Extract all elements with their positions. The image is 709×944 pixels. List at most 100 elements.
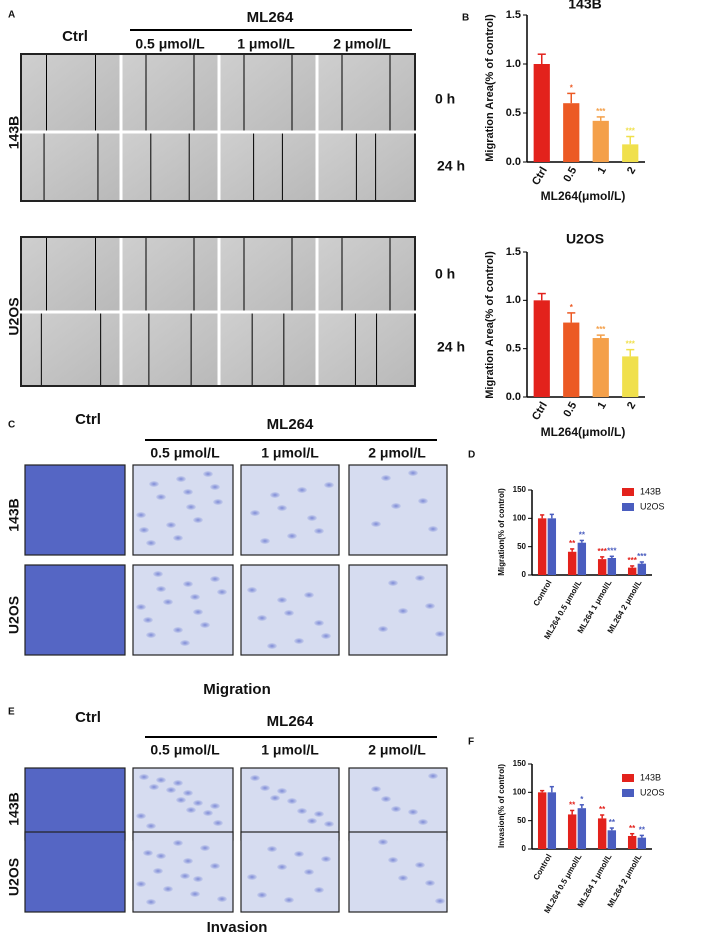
cell (200, 622, 210, 628)
cell (176, 476, 186, 482)
cell (257, 892, 267, 898)
group-label: ML264 (267, 713, 314, 730)
y-tick-label: 50 (517, 816, 526, 825)
bar (597, 559, 607, 575)
y-tick-label: 1.5 (506, 9, 521, 21)
cell (193, 876, 203, 882)
cell (324, 482, 334, 488)
significance: * (570, 84, 574, 93)
legend-label: U2OS (640, 501, 665, 511)
cell (388, 857, 398, 863)
cell (304, 592, 314, 598)
y-tick-label: 50 (517, 542, 526, 551)
scratch-image (318, 133, 414, 200)
legend-swatch (622, 488, 634, 496)
cell (267, 846, 277, 852)
column-label: 2 μmol/L (333, 36, 391, 52)
cell (143, 850, 153, 856)
y-tick-label: 1.5 (506, 246, 521, 258)
column-label: 1 μmol/L (261, 742, 319, 758)
bar (592, 120, 609, 162)
y-tick-label: 1.0 (506, 58, 521, 70)
cell (139, 527, 149, 533)
bar (563, 322, 580, 397)
cell (428, 526, 438, 532)
cell (186, 504, 196, 510)
cell (180, 873, 190, 879)
y-tick-label: 0 (522, 570, 527, 579)
row-label: 143B (6, 498, 22, 531)
bar (547, 792, 557, 849)
cell (371, 521, 381, 527)
stain-image (348, 564, 448, 656)
scratch-image (318, 55, 414, 131)
legend-swatch (622, 503, 634, 511)
scratch-image (122, 133, 218, 200)
time-label: 0 h (435, 91, 455, 107)
stain-image (240, 464, 340, 556)
cell (257, 615, 267, 621)
cell (176, 797, 186, 803)
stain-image (24, 564, 126, 656)
panel-label: A (8, 10, 15, 21)
cell (146, 632, 156, 638)
bar (533, 300, 550, 397)
cell (287, 798, 297, 804)
bar (563, 103, 580, 162)
cell (193, 800, 203, 806)
y-tick-label: 150 (513, 759, 527, 768)
stain-image (24, 767, 126, 841)
significance: *** (637, 552, 647, 561)
significance: ** (569, 539, 576, 548)
y-tick-label: 0.5 (506, 107, 521, 119)
cell (297, 808, 307, 814)
cell (398, 608, 408, 614)
cell (294, 638, 304, 644)
cell (304, 869, 314, 875)
y-axis-label: Invasion(% of control) (497, 764, 506, 848)
cell (139, 774, 149, 780)
cell (146, 540, 156, 546)
x-tick-label: 2 (625, 165, 638, 176)
bar (537, 792, 547, 849)
cell (321, 633, 331, 639)
significance: *** (626, 127, 636, 136)
bar (622, 144, 639, 162)
bar (592, 338, 609, 397)
panel-label: C (8, 420, 15, 431)
bar (627, 567, 637, 575)
significance: *** (607, 546, 617, 555)
cell (408, 809, 418, 815)
y-tick-label: 150 (513, 485, 527, 494)
cell (183, 858, 193, 864)
significance: ** (569, 801, 576, 810)
stain-image (348, 464, 448, 556)
cell (381, 475, 391, 481)
cell (270, 492, 280, 498)
bar (567, 814, 577, 849)
cell (250, 510, 260, 516)
cell (149, 784, 159, 790)
cell (391, 806, 401, 812)
row-label: 143B (6, 116, 22, 149)
cell (324, 821, 334, 827)
x-tick-label: 0.5 (561, 400, 579, 419)
y-tick-label: 100 (513, 513, 527, 522)
y-tick-label: 0 (522, 844, 527, 853)
group-label: ML264 (247, 9, 294, 26)
significance: ** (579, 531, 586, 540)
column-label: 1 μmol/L (237, 36, 295, 52)
scratch-image (220, 133, 316, 200)
cell (136, 512, 146, 518)
cell (371, 786, 381, 792)
scratch-image (122, 55, 218, 131)
cell (186, 807, 196, 813)
cell (270, 795, 280, 801)
cell (213, 499, 223, 505)
row-label: U2OS (6, 297, 22, 335)
significance: *** (626, 340, 636, 349)
cell (297, 487, 307, 493)
significance: ** (639, 826, 646, 835)
cell (284, 610, 294, 616)
